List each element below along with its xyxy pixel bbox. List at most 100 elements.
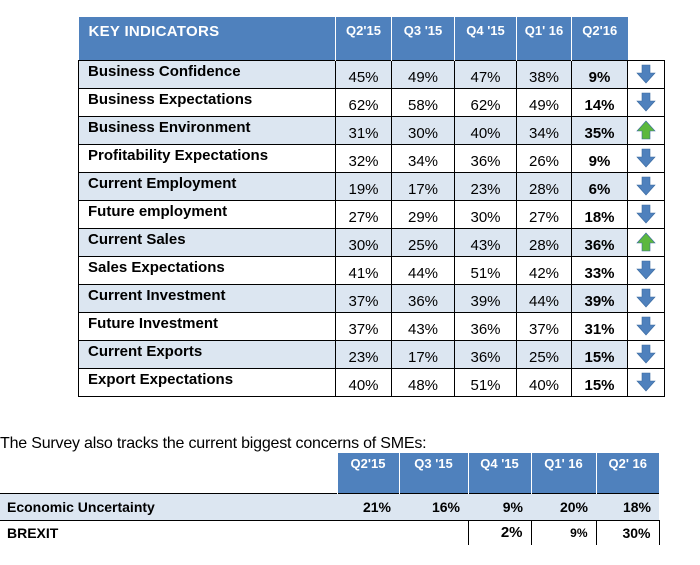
concern-value [337, 520, 399, 545]
indicator-value: 9% [571, 59, 628, 89]
quarter-header: Q4 '15 [454, 17, 517, 60]
indicator-label: Future employment [78, 199, 336, 229]
arrow-down-icon [636, 204, 656, 224]
quarter-header: Q3 '15 [398, 453, 468, 493]
indicator-value: 18% [571, 199, 628, 229]
table-row: Economic Uncertainty 21% 16% 9% 20% 18% [0, 492, 659, 521]
indicator-value: 48% [391, 367, 455, 397]
indicator-value: 34% [391, 143, 455, 173]
arrow-down-icon [636, 176, 656, 196]
indicator-value: 30% [335, 227, 392, 257]
table-row: Export Expectations 40% 48% 51% 40% 15% [78, 367, 665, 397]
table-row: Business Environment 31% 30% 40% 34% 35% [78, 115, 665, 145]
table-row: Current Investment 37% 36% 39% 44% 39% [78, 283, 665, 313]
indicator-value: 17% [391, 171, 455, 201]
indicator-value: 39% [571, 283, 628, 313]
table-row: Profitability Expectations 32% 34% 36% 26% 9% [78, 143, 665, 173]
concern-value: 16% [399, 492, 468, 521]
trend-cell [627, 227, 665, 257]
table-row: Future Investment 37% 43% 36% 37% 31% [78, 311, 665, 341]
indicator-value: 51% [454, 255, 517, 285]
indicator-value: 34% [516, 115, 572, 145]
trend-cell [627, 87, 665, 117]
indicator-value: 58% [391, 87, 455, 117]
trend-cell [627, 199, 665, 229]
indicators-header-row: KEY INDICATORS Q2'15 Q3 '15 Q4 '15 Q1' 1… [78, 17, 665, 60]
concerns-header-row: Q2'15 Q3 '15 Q4 '15 Q1' 16 Q2' 16 [0, 453, 659, 493]
indicator-value: 36% [571, 227, 628, 257]
table-row: Current Exports 23% 17% 36% 25% 15% [78, 339, 665, 369]
indicator-value: 36% [454, 143, 517, 173]
indicator-value: 28% [516, 171, 572, 201]
concern-value: 18% [596, 492, 659, 521]
indicator-value: 26% [516, 143, 572, 173]
table-row: BREXIT 2% 9% 30% [0, 520, 660, 545]
indicator-value: 44% [391, 255, 455, 285]
concerns-header-blank [0, 453, 337, 493]
indicator-value: 15% [571, 339, 628, 369]
table-row: Business Confidence 45% 49% 47% 38% 9% [78, 59, 665, 89]
trend-cell [627, 283, 665, 313]
arrow-down-icon [636, 344, 656, 364]
table-row: Sales Expectations 41% 44% 51% 42% 33% [78, 255, 665, 285]
indicator-label: Current Exports [78, 339, 336, 369]
concern-value: 20% [531, 492, 596, 521]
indicator-label: Business Expectations [78, 87, 336, 117]
indicator-value: 45% [335, 59, 392, 89]
indicator-value: 33% [571, 255, 628, 285]
trend-cell [627, 339, 665, 369]
indicator-value: 44% [516, 283, 572, 313]
indicator-value: 62% [454, 87, 517, 117]
arrow-up-icon [636, 120, 656, 140]
concern-value: 30% [595, 520, 660, 545]
indicator-label: Sales Expectations [78, 255, 336, 285]
indicator-value: 30% [391, 115, 455, 145]
concerns-table: Q2'15 Q3 '15 Q4 '15 Q1' 16 Q2' 16 Econom… [0, 453, 660, 545]
arrow-down-icon [636, 64, 656, 84]
concern-value: 9% [530, 520, 596, 545]
concern-value: 9% [468, 492, 531, 521]
indicator-value: 14% [571, 87, 628, 117]
concerns-caption: The Survey also tracks the current bigge… [0, 435, 427, 452]
trend-header [627, 17, 665, 60]
indicator-value: 23% [335, 339, 392, 369]
indicator-value: 40% [335, 367, 392, 397]
indicator-value: 25% [391, 227, 455, 257]
concern-value: 2% [467, 520, 531, 545]
indicator-value: 37% [335, 283, 392, 313]
arrow-down-icon [636, 316, 656, 336]
concern-label: Economic Uncertainty [0, 492, 337, 521]
quarter-header: Q1' 16 [530, 453, 596, 493]
indicator-value: 25% [516, 339, 572, 369]
indicator-value: 51% [454, 367, 517, 397]
indicator-value: 27% [335, 199, 392, 229]
quarter-header: Q2'15 [335, 17, 392, 60]
indicator-value: 30% [454, 199, 517, 229]
table-row: Future employment 27% 29% 30% 27% 18% [78, 199, 665, 229]
concern-label: BREXIT [7, 524, 59, 541]
arrow-down-icon [636, 92, 656, 112]
indicators-header-label: KEY INDICATORS [78, 17, 336, 60]
table-row: Current Sales 30% 25% 43% 28% 36% [78, 227, 665, 257]
quarter-header: Q3 '15 [391, 17, 455, 60]
trend-cell [627, 255, 665, 285]
indicator-value: 62% [335, 87, 392, 117]
indicator-value: 42% [516, 255, 572, 285]
indicator-value: 31% [335, 115, 392, 145]
concern-value [399, 520, 468, 545]
arrow-down-icon [636, 288, 656, 308]
indicator-value: 41% [335, 255, 392, 285]
concern-value: 21% [337, 492, 399, 521]
indicator-label: Profitability Expectations [78, 143, 336, 173]
indicator-value: 40% [516, 367, 572, 397]
indicator-value: 6% [571, 171, 628, 201]
indicator-value: 47% [454, 59, 517, 89]
indicator-label: Export Expectations [78, 367, 336, 397]
arrow-down-icon [636, 148, 656, 168]
indicator-value: 15% [571, 367, 628, 397]
indicator-value: 31% [571, 311, 628, 341]
arrow-up-icon [636, 232, 656, 252]
indicator-label: Current Sales [78, 227, 336, 257]
arrow-down-icon [636, 260, 656, 280]
trend-cell [627, 59, 665, 89]
